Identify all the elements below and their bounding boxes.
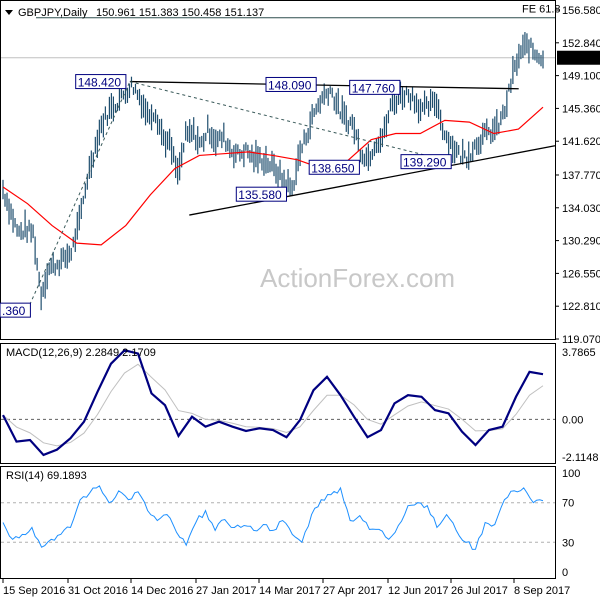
pivot-label: .360: [2, 304, 26, 318]
price-axis-label: 134.030: [562, 203, 600, 215]
trendline-trend-dashed-2: [129, 81, 452, 163]
rsi-axis-label: 70: [562, 498, 574, 510]
x-axis-label: 12 Jun 2017: [388, 585, 449, 597]
price-axis-label: 152.840: [562, 38, 600, 50]
trendline-support: [189, 145, 556, 216]
triangle-down-icon[interactable]: [5, 10, 13, 15]
moving-average-line: [2, 106, 544, 246]
pivot-label-box: [349, 79, 401, 95]
price-axis-label: 122.810: [562, 301, 600, 313]
x-axis-label: 14 Mar 2017: [259, 585, 321, 597]
current-price-tag: [557, 50, 600, 65]
macd-line: [2, 349, 544, 457]
x-axis-label: 14 Dec 2016: [131, 585, 193, 597]
x-axis: 15 Sep 2016 31 Oct 2016 14 Dec 2016 27 Jan …: [2, 578, 570, 597]
pivot-label-box: [400, 154, 452, 170]
x-axis-label: 27 Apr 2017: [323, 585, 382, 597]
macd-axis-label: 3.7865: [562, 347, 596, 359]
ohlc-readout: 150.961 151.383 150.458 151.137: [96, 7, 264, 19]
trendline-trend-dashed-1: [26, 81, 131, 311]
price-axis-label: 149.100: [562, 71, 600, 83]
macd-axis-label: -2.1148: [562, 452, 599, 464]
pivot-label: 148.090: [268, 78, 312, 92]
pivot-label: 148.420: [78, 76, 122, 90]
pivot-label: 147.760: [352, 81, 396, 95]
macd-panel: 3.7865 0.00 -2.1148: [1, 347, 599, 464]
symbol-title: GBPJPY,Daily: [18, 7, 88, 19]
x-axis-label: 8 Sep 2017: [514, 585, 570, 597]
pivot-label: 139.290: [403, 156, 447, 170]
price-panel: 156.580 152.840 149.100 145.360 141.620 137.7…: [0, 4, 600, 346]
price-axis-label: 145.360: [562, 103, 600, 115]
x-axis-label: 31 Oct 2016: [68, 585, 128, 597]
pivot-label-box: [75, 74, 127, 90]
price-panel-frame: [0, 0, 556, 340]
price-axis-label: 130.290: [562, 236, 600, 248]
macd-title: MACD(12,26,9) 2.2849 2.1709: [6, 347, 156, 359]
pivot-label: 135.580: [238, 188, 282, 202]
current-price-label: 151.137: [561, 53, 600, 65]
rsi-line: [2, 485, 544, 550]
watermark: ActionForex.com: [260, 263, 455, 293]
macd-panel-frame: [0, 343, 556, 464]
rsi-panel-frame: [0, 466, 556, 579]
rsi-axis-label: 100: [562, 468, 580, 480]
price-axis-label: 126.550: [562, 268, 600, 280]
pivot-label-box: [0, 302, 31, 318]
macd-axis-label: 0.00: [562, 414, 583, 426]
fe-label: FE 61.8: [522, 4, 561, 16]
pivot-label-box: [308, 159, 360, 175]
price-axis-label: 156.580: [562, 5, 600, 17]
x-axis-label: 15 Sep 2016: [3, 585, 65, 597]
x-axis-label: 27 Jan 2017: [196, 585, 257, 597]
price-axis-label: 141.620: [562, 136, 600, 148]
price-axis-label: 119.070: [562, 334, 600, 346]
pivot-label-box: [265, 76, 317, 92]
price-axis-label: 137.770: [562, 170, 600, 182]
pivot-label: 138.650: [311, 161, 355, 175]
macd-signal-line: [2, 363, 544, 447]
pivot-label-box: [235, 186, 288, 202]
rsi-panel: 100 70 30 0: [1, 468, 580, 579]
trendline-resistance: [129, 80, 519, 90]
rsi-axis-label: 0: [562, 567, 568, 579]
rsi-axis-label: 30: [562, 537, 574, 549]
x-axis-label: 26 Jul 2017: [451, 585, 508, 597]
rsi-title: RSI(14) 69.1893: [6, 470, 87, 482]
